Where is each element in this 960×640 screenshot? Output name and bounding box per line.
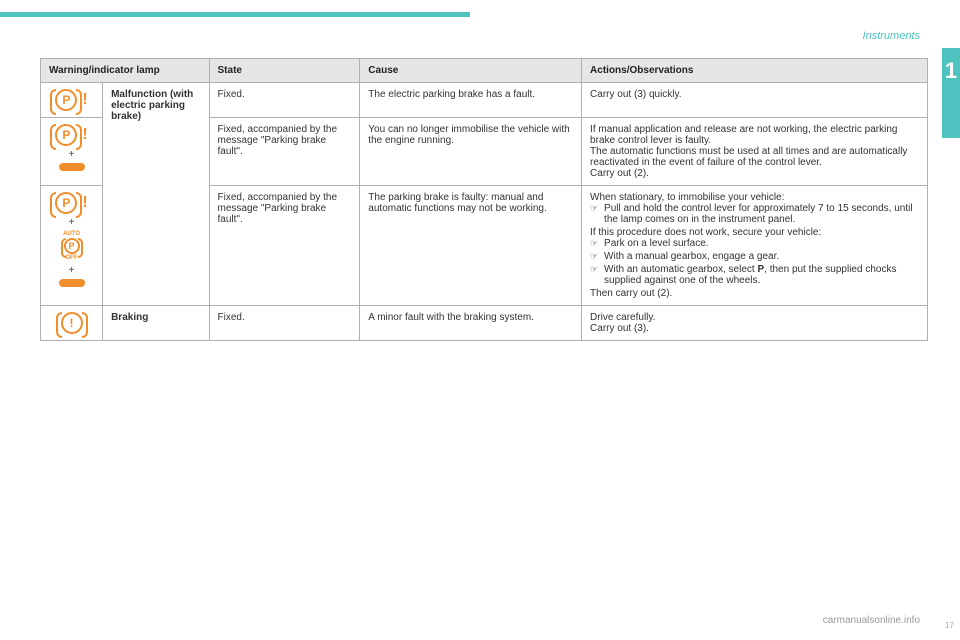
state-cell: Fixed, accompanied by the message "Parki… (209, 118, 360, 186)
action-cell: When stationary, to immobilise your vehi… (582, 186, 928, 306)
brake-warning-icon: ! (61, 312, 83, 334)
cause-cell: The parking brake is faulty: manual and … (360, 186, 582, 306)
action-cell: If manual application and release are no… (582, 118, 928, 186)
exclaim-icon: ! (82, 126, 87, 144)
page-number: 17 (945, 621, 954, 630)
parking-brake-icon: P (55, 124, 77, 146)
plus-icon: + (43, 149, 100, 160)
section-title: Instruments (863, 30, 920, 42)
exclaim-icon: ! (82, 91, 87, 109)
auto-p-off-icon: AUTO P OFF (63, 231, 80, 261)
lamp-name: Malfunction (with electric parking brake… (103, 83, 209, 306)
cause-cell: You can no longer immobilise the vehicle… (360, 118, 582, 186)
state-cell: Fixed, accompanied by the message "Parki… (209, 186, 360, 306)
parking-brake-icon: P (55, 89, 77, 111)
wrench-icon (59, 279, 85, 287)
plus-icon: + (43, 265, 100, 276)
lamp-icon-cell: P ! (41, 83, 103, 118)
lamp-icon-cell: P ! + (41, 118, 103, 186)
header-lamp: Warning/indicator lamp (41, 59, 210, 83)
parking-brake-icon: P (55, 192, 77, 214)
top-accent-bar (0, 12, 470, 17)
header-cause: Cause (360, 59, 582, 83)
state-cell: Fixed. (209, 306, 360, 341)
lamp-icon-cell: P ! + AUTO P OFF + (41, 186, 103, 306)
header-actions: Actions/Observations (582, 59, 928, 83)
table-row: ! Braking Fixed. A minor fault with the … (41, 306, 928, 341)
cause-cell: The electric parking brake has a fault. (360, 83, 582, 118)
chapter-tab: 1 (942, 48, 960, 138)
wrench-icon (59, 163, 85, 171)
state-cell: Fixed. (209, 83, 360, 118)
lamp-icon-cell: ! (41, 306, 103, 341)
header-state: State (209, 59, 360, 83)
exclaim-icon: ! (82, 194, 87, 212)
watermark: carmanualsonline.info (823, 615, 920, 626)
table-row: P ! Malfunction (with electric parking b… (41, 83, 928, 118)
cause-cell: A minor fault with the braking system. (360, 306, 582, 341)
action-cell: Drive carefully. Carry out (3). (582, 306, 928, 341)
action-cell: Carry out (3) quickly. (582, 83, 928, 118)
lamp-name: Braking (103, 306, 209, 341)
table-header-row: Warning/indicator lamp State Cause Actio… (41, 59, 928, 83)
plus-icon: + (43, 217, 100, 228)
warning-lamp-table: Warning/indicator lamp State Cause Actio… (40, 58, 928, 606)
